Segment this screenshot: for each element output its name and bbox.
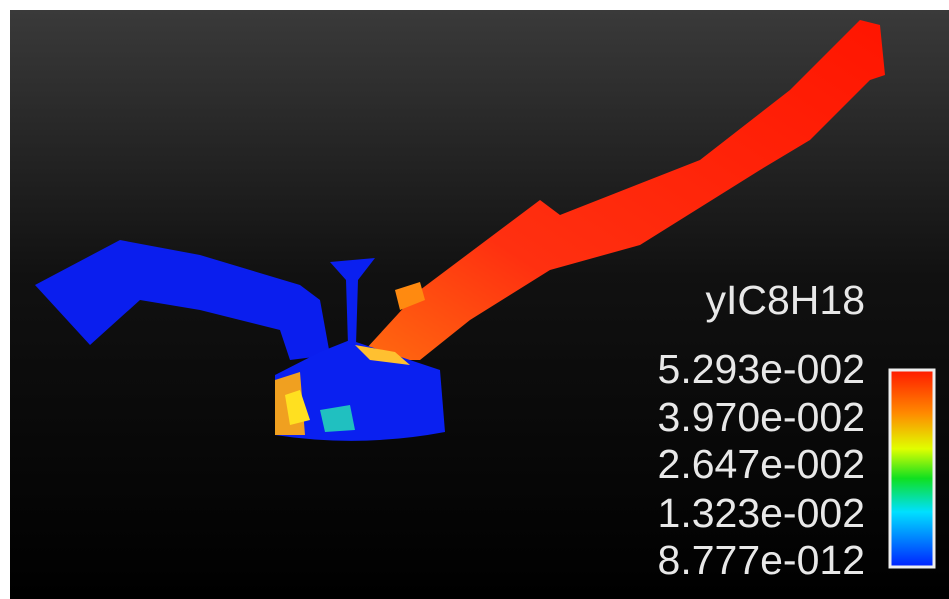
legend-label: 5.293e-002 xyxy=(658,346,865,392)
legend-label: 2.647e-002 xyxy=(658,441,865,487)
legend-label: 8.777e-012 xyxy=(658,537,865,583)
color-bar xyxy=(890,370,934,567)
screenshot: yIC8H18 5.293e-002 3.970e-002 2.647e-002… xyxy=(0,0,949,599)
legend-title: yIC8H18 xyxy=(705,277,865,323)
legend-label: 3.970e-002 xyxy=(658,394,865,440)
legend-label: 1.323e-002 xyxy=(658,490,865,536)
